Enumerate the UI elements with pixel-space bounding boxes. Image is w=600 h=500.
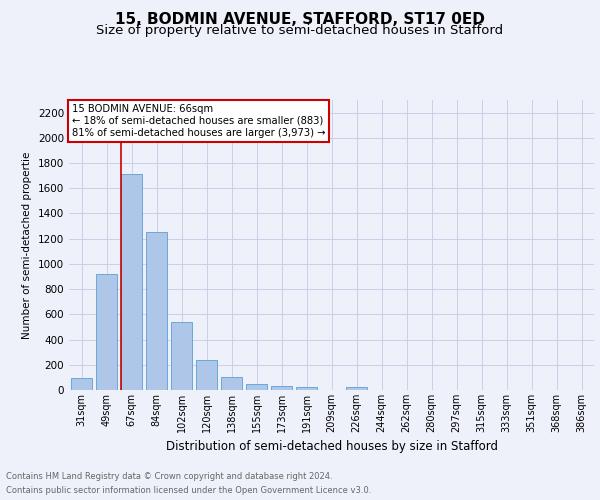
Text: Contains public sector information licensed under the Open Government Licence v3: Contains public sector information licen… — [6, 486, 371, 495]
Bar — [71, 378, 92, 390]
Text: 15, BODMIN AVENUE, STAFFORD, ST17 0ED: 15, BODMIN AVENUE, STAFFORD, ST17 0ED — [115, 12, 485, 28]
Bar — [346, 387, 367, 390]
Y-axis label: Number of semi-detached propertie: Number of semi-detached propertie — [22, 152, 32, 338]
Bar — [196, 360, 217, 390]
Bar — [221, 378, 242, 390]
X-axis label: Distribution of semi-detached houses by size in Stafford: Distribution of semi-detached houses by … — [166, 440, 497, 454]
Bar — [271, 386, 292, 390]
Bar — [296, 387, 317, 390]
Text: Size of property relative to semi-detached houses in Stafford: Size of property relative to semi-detach… — [97, 24, 503, 37]
Text: Contains HM Land Registry data © Crown copyright and database right 2024.: Contains HM Land Registry data © Crown c… — [6, 472, 332, 481]
Bar — [246, 384, 267, 390]
Bar — [171, 322, 192, 390]
Bar — [121, 174, 142, 390]
Text: 15 BODMIN AVENUE: 66sqm
← 18% of semi-detached houses are smaller (883)
81% of s: 15 BODMIN AVENUE: 66sqm ← 18% of semi-de… — [71, 104, 325, 138]
Bar — [146, 232, 167, 390]
Bar — [96, 274, 117, 390]
